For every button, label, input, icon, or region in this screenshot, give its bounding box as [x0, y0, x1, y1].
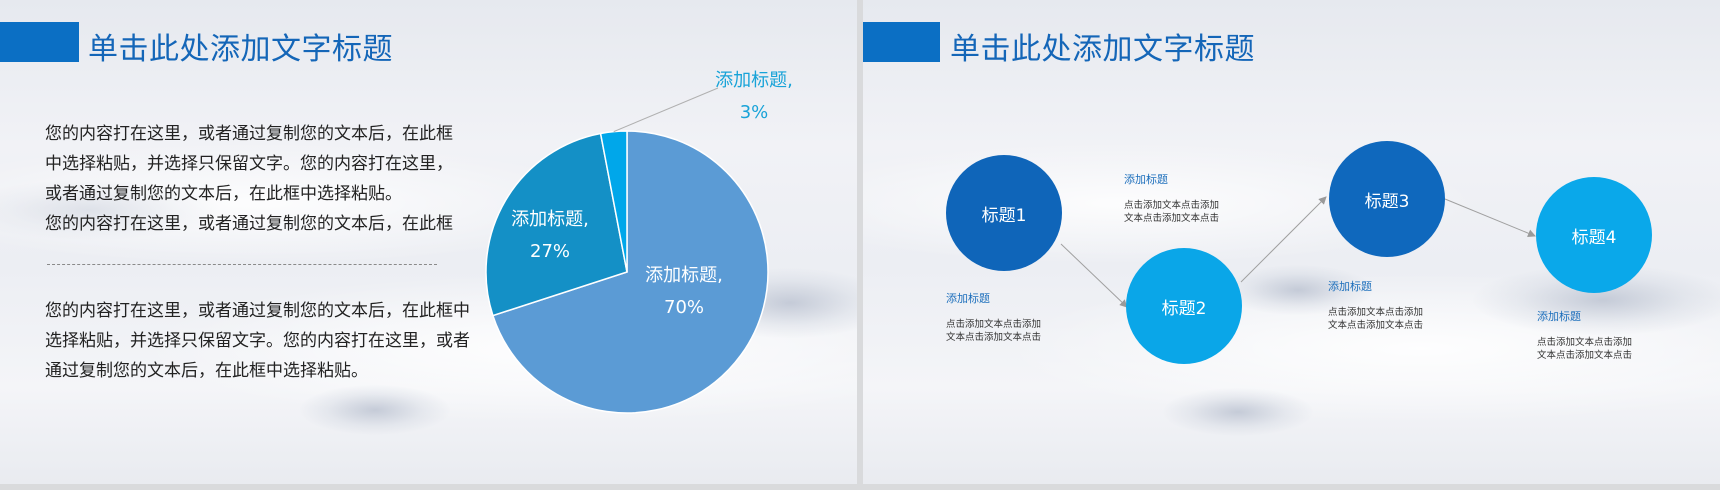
pie-slice-3[interactable]	[599, 130, 628, 273]
text-line: 或者通过复制您的文本后，在此框中选择粘贴。	[45, 184, 402, 204]
note-title-3[interactable]: 添加标题	[1328, 280, 1372, 293]
pie-label-value: 70%	[663, 297, 705, 318]
pie-chart[interactable]	[470, 60, 810, 430]
pie-slice-2[interactable]	[485, 132, 628, 317]
body-text-top[interactable]: 您的内容打在这里，或者通过复制您的文本后，在此框 中选择粘贴，并选择只保留文字。…	[45, 119, 453, 239]
flow-node-2[interactable]: 标题2	[1126, 248, 1242, 364]
note-title-2[interactable]: 添加标题	[946, 292, 990, 305]
note-title-1[interactable]: 添加标题	[1124, 173, 1168, 186]
text-line: 点击添加文本点击添加	[1537, 337, 1633, 348]
text-line: 通过复制您的文本后，在此框中选择粘贴。	[45, 361, 368, 381]
note-text-1[interactable]: 点击添加文本点击添加 文本点击添加文本点击	[1124, 199, 1219, 225]
note-text-2[interactable]: 点击添加文本点击添加 文本点击添加文本点击	[946, 318, 1041, 344]
pie-label-name: 添加标题,	[511, 209, 589, 230]
text-line: 文本点击添加文本点击	[1328, 320, 1424, 331]
pie-label-27: 添加标题, 27%	[511, 204, 589, 268]
text-line: 文本点击添加文本点击	[946, 332, 1042, 343]
slide-left[interactable]: 单击此处添加文字标题 您的内容打在这里，或者通过复制您的文本后，在此框 中选择粘…	[0, 0, 857, 484]
mist-decoration	[300, 385, 450, 435]
note-title-4[interactable]: 添加标题	[1537, 310, 1581, 323]
mist-decoration	[1163, 388, 1313, 436]
flow-connectors	[1060, 196, 1536, 308]
dashed-divider	[47, 264, 437, 265]
page-title[interactable]: 单击此处添加文字标题	[950, 32, 1255, 67]
text-line: 您的内容打在这里，或者通过复制您的文本后，在此框	[45, 214, 453, 234]
page-title[interactable]: 单击此处添加文字标题	[88, 32, 393, 67]
flow-node-4[interactable]: 标题4	[1536, 177, 1652, 293]
text-line: 您的内容打在这里，或者通过复制您的文本后，在此框中	[45, 301, 470, 321]
text-line: 点击添加文本点击添加	[1328, 307, 1424, 318]
text-line: 您的内容打在这里，或者通过复制您的文本后，在此框	[45, 124, 453, 144]
pie-label-value: 27%	[529, 241, 571, 262]
text-line: 中选择粘贴，并选择只保留文字。您的内容打在这里，	[45, 154, 453, 174]
text-line: 点击添加文本点击添加	[1124, 200, 1220, 211]
mist-decoration	[1223, 265, 1373, 315]
text-line: 点击添加文本点击添加	[946, 319, 1042, 330]
title-accent-bar	[863, 22, 940, 62]
pie-label-name: 添加标题,	[645, 265, 723, 286]
body-text-bottom[interactable]: 您的内容打在这里，或者通过复制您的文本后，在此框中 选择粘贴，并选择只保留文字。…	[45, 296, 470, 386]
text-line: 文本点击添加文本点击	[1537, 350, 1633, 361]
connector-arrow	[1240, 196, 1327, 283]
mist-decoration	[0, 180, 220, 240]
pie-label-name: 添加标题,	[715, 70, 793, 91]
flow-node-3[interactable]: 标题3	[1329, 141, 1445, 257]
pie-label-70: 添加标题, 70%	[645, 260, 723, 324]
note-text-4[interactable]: 点击添加文本点击添加 文本点击添加文本点击	[1537, 336, 1632, 362]
text-line: 选择粘贴，并选择只保留文字。您的内容打在这里，或者	[45, 331, 470, 351]
slide-right[interactable]: 单击此处添加文字标题 标题1 标题2 标题3 标题4 添加标题 点击添加文本点击…	[863, 0, 1720, 484]
pie-leader-line	[613, 87, 719, 133]
connector-arrow	[1444, 198, 1536, 238]
title-accent-bar	[0, 22, 79, 62]
connector-arrow	[1060, 243, 1128, 308]
text-line: 文本点击添加文本点击	[1124, 213, 1220, 224]
flow-node-1[interactable]: 标题1	[946, 155, 1062, 271]
pie-label-3: 添加标题, 3%	[715, 65, 793, 129]
pie-label-value: 3%	[739, 102, 769, 123]
pie-slice-1[interactable]	[491, 130, 769, 414]
note-text-3[interactable]: 点击添加文本点击添加 文本点击添加文本点击	[1328, 306, 1423, 332]
